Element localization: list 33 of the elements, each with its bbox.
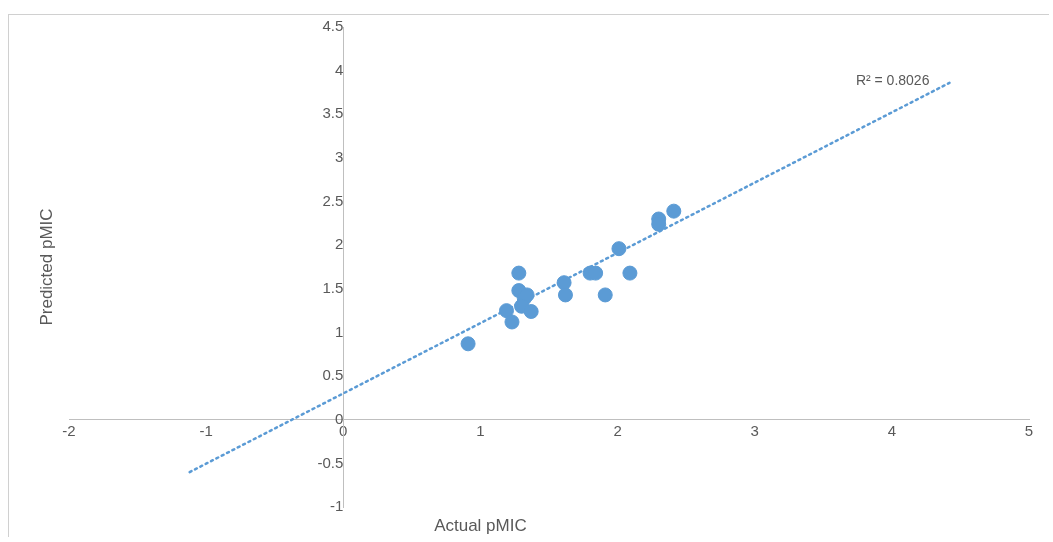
point (460, 336, 476, 352)
x-tick-label: 3 (750, 421, 759, 439)
x-tick-label: -1 (199, 421, 213, 439)
x-axis-title: Actual pMIC (434, 516, 527, 536)
x-tick-label: -2 (62, 421, 76, 439)
y-tick-label: 4.5 (322, 17, 344, 35)
y-tick-label: 2 (334, 235, 344, 253)
y-tick-label: 3 (334, 148, 344, 166)
y-tick-label: 3.5 (322, 104, 344, 122)
y-tick-label: -1 (329, 497, 344, 515)
point (666, 203, 682, 219)
point (504, 314, 520, 330)
point (611, 241, 627, 257)
x-tick-label: 1 (476, 421, 485, 439)
y-tick-label: 0 (334, 409, 344, 427)
y-tick-label: 4 (334, 60, 344, 78)
point (523, 304, 539, 320)
point (556, 275, 572, 291)
point (557, 287, 573, 303)
y-tick-label: 1.5 (322, 278, 344, 296)
y-axis-title: Predicted pMIC (36, 208, 56, 326)
point (498, 303, 514, 319)
x-tick-label: 2 (613, 421, 622, 439)
y-tick-label: 2.5 (322, 191, 344, 209)
point (622, 265, 638, 281)
y-tick-label: 0.5 (322, 366, 344, 384)
x-tick-label: 5 (1024, 421, 1034, 439)
y-tick-label: -0.5 (317, 453, 344, 471)
y-tick-label: 1 (334, 322, 344, 340)
point (597, 287, 613, 303)
annotation: R² = 0.8026 (855, 71, 930, 88)
x-tick-label: 4 (887, 421, 897, 439)
point (511, 265, 527, 281)
